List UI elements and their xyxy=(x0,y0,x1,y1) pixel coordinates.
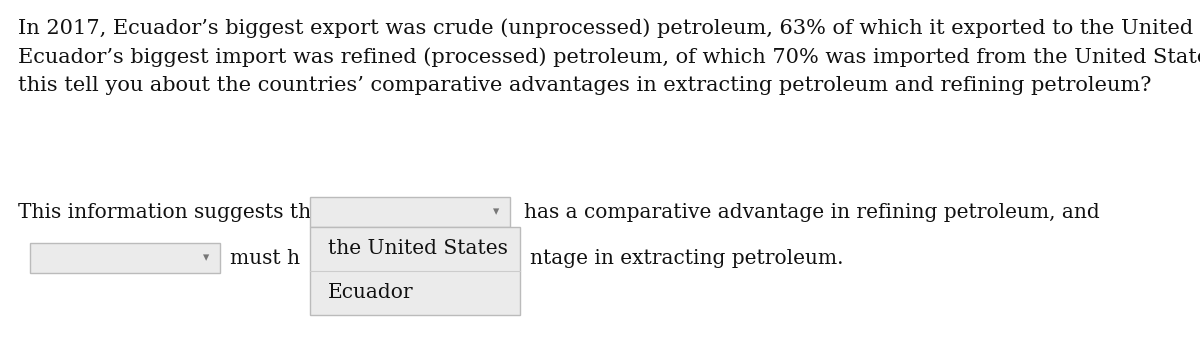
Text: ntage in extracting petroleum.: ntage in extracting petroleum. xyxy=(530,248,844,267)
Text: ▾: ▾ xyxy=(493,206,499,218)
FancyBboxPatch shape xyxy=(310,197,510,227)
Text: In 2017, Ecuador’s biggest export was crude (unprocessed) petroleum, 63% of whic: In 2017, Ecuador’s biggest export was cr… xyxy=(18,18,1200,95)
Text: Ecuador: Ecuador xyxy=(328,283,414,303)
Text: the United States: the United States xyxy=(328,239,508,259)
Text: ▾: ▾ xyxy=(203,252,209,265)
Text: This information suggests that: This information suggests that xyxy=(18,202,331,222)
Text: must h: must h xyxy=(230,248,300,267)
Text: has a comparative advantage in refining petroleum, and: has a comparative advantage in refining … xyxy=(524,202,1099,222)
FancyBboxPatch shape xyxy=(310,227,520,315)
FancyBboxPatch shape xyxy=(30,243,220,273)
